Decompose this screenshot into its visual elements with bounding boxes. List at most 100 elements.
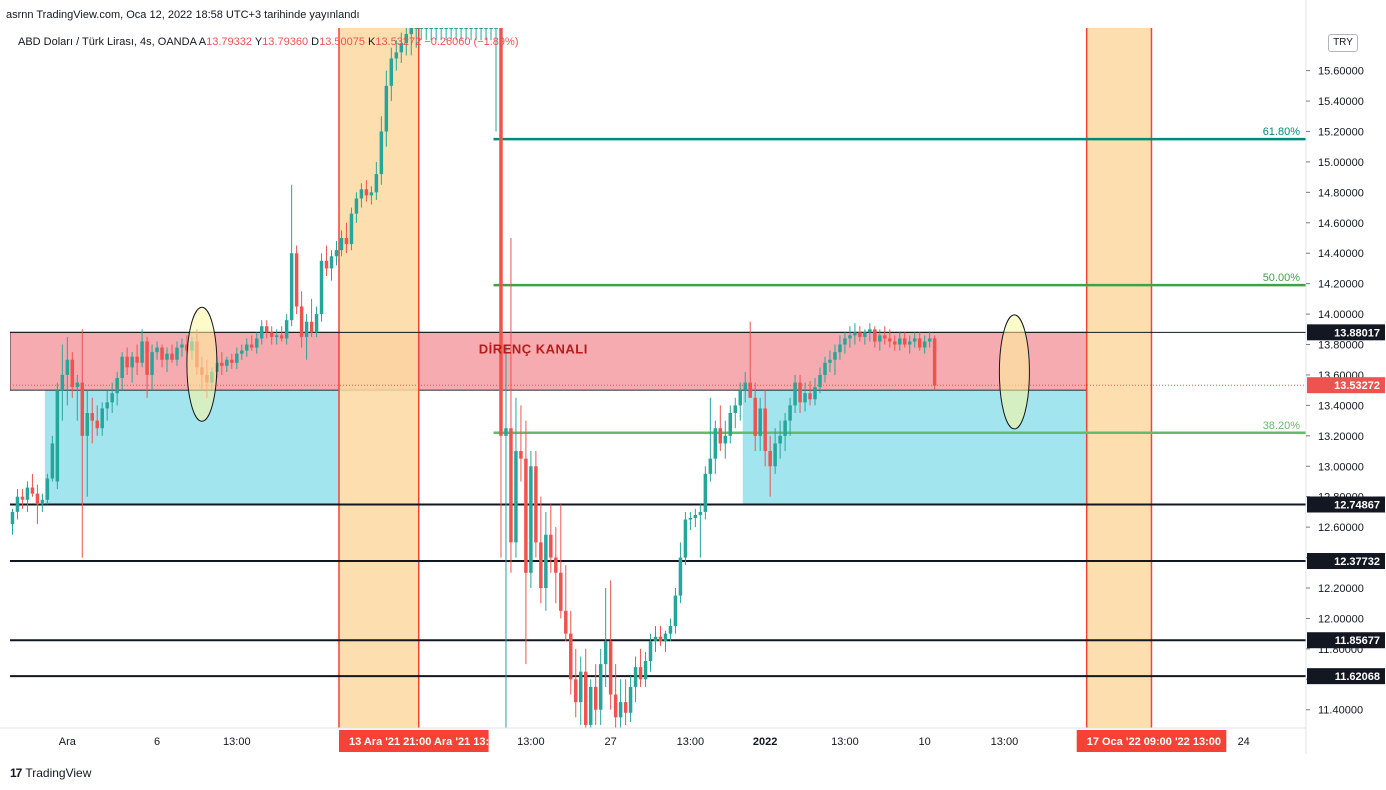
- candle-body: [788, 405, 792, 421]
- level-price-box: [1307, 324, 1385, 341]
- candle-body: [240, 350, 244, 354]
- level-price-label: 11.85677: [1335, 635, 1380, 647]
- candle-body: [250, 344, 254, 348]
- candle-body: [529, 466, 533, 573]
- candle-body: [414, 28, 418, 29]
- plot-area: 61.80% 50.00% 38.20% DİRENÇ KANALI: [10, 28, 1306, 728]
- candle-body: [344, 238, 349, 245]
- candle-body: [145, 341, 149, 375]
- time-tick-label: 13:00: [517, 736, 545, 748]
- candle-body: [763, 408, 767, 452]
- candle-body: [678, 557, 683, 596]
- candle-body: [269, 332, 274, 337]
- level-price-label: 12.37732: [1334, 556, 1380, 568]
- candle-body: [55, 390, 60, 482]
- candle-body: [823, 362, 827, 375]
- candle-body: [165, 353, 169, 360]
- legend-ohlc-key: Y: [255, 36, 263, 48]
- candle-body: [45, 478, 50, 500]
- candle-body: [578, 671, 583, 703]
- candle-body: [60, 374, 65, 391]
- candle-body: [50, 443, 55, 479]
- candle-body: [20, 496, 25, 500]
- candle-body: [469, 28, 473, 29]
- price-tick-label: 15.60000: [1318, 66, 1364, 78]
- resistance-channel-label: DİRENÇ KANALI: [479, 341, 588, 356]
- candle-body: [504, 428, 508, 436]
- last-price-label: 13.53272: [1334, 380, 1380, 392]
- tradingview-brand[interactable]: 17 TradingView: [10, 766, 91, 780]
- candle-body: [898, 338, 902, 345]
- candle-body: [544, 534, 548, 588]
- time-range-box: [1076, 730, 1227, 752]
- candle-body: [399, 43, 404, 53]
- support-zone-2: [742, 390, 1087, 505]
- candle-body: [110, 393, 114, 403]
- candle-body: [75, 382, 80, 388]
- candle-body: [339, 238, 344, 251]
- candle-body: [409, 28, 414, 35]
- time-range-box: [338, 730, 489, 752]
- candle-body: [728, 413, 733, 436]
- candle-body: [519, 451, 523, 459]
- price-tick-label: 15.20000: [1318, 126, 1364, 138]
- time-tick-label: 2022: [753, 736, 777, 748]
- highlight-ellipse: [998, 314, 1030, 430]
- candle-body: [618, 702, 623, 718]
- candle-body: [479, 28, 483, 29]
- candle-body: [902, 338, 907, 345]
- candle-body: [638, 667, 643, 680]
- time-tick-label: 6: [154, 736, 160, 748]
- candle-body: [703, 473, 708, 512]
- candle-body: [793, 382, 797, 406]
- candle-body: [858, 332, 862, 337]
- candle-body: [828, 359, 832, 363]
- candle-body: [489, 28, 493, 29]
- candle-body: [888, 338, 892, 342]
- level-price-box: [1307, 553, 1385, 570]
- candle-body: [534, 466, 538, 543]
- candle-body: [768, 451, 772, 467]
- time-range-label: 17 Oca '22 09:00 '22 13:00: [1087, 736, 1221, 748]
- price-tick-label: 14.60000: [1318, 218, 1364, 230]
- candle-body: [364, 189, 369, 196]
- candle-body: [170, 353, 174, 360]
- fib-level-label: 50.00%: [1263, 272, 1301, 284]
- candle-body: [509, 428, 513, 543]
- legend-ohlc-value: 13.79360: [262, 36, 311, 48]
- candle-body: [100, 408, 104, 429]
- price-tick-label: 14.40000: [1318, 248, 1364, 260]
- candle-body: [713, 428, 718, 459]
- candle-body: [284, 320, 289, 339]
- candle-body: [449, 28, 453, 29]
- candle-body: [65, 359, 70, 375]
- candle-body: [379, 131, 384, 175]
- price-tick-label: 15.00000: [1318, 157, 1364, 169]
- currency-badge[interactable]: TRY: [1328, 34, 1358, 52]
- candle-body: [304, 321, 309, 337]
- candle-body: [499, 28, 503, 436]
- price-tick-label: 13.40000: [1318, 400, 1364, 412]
- candle-body: [309, 321, 314, 333]
- candle-body: [25, 487, 30, 500]
- candle-body: [693, 514, 698, 518]
- brand-label: TradingView: [25, 766, 92, 780]
- candle-body: [783, 420, 787, 436]
- candle-body: [878, 335, 882, 342]
- level-price-label: 13.88017: [1334, 327, 1380, 339]
- legend-ohlc-key: K: [368, 36, 376, 48]
- candle-body: [319, 260, 324, 315]
- last-price-box: [1307, 377, 1385, 394]
- level-price-box: [1307, 496, 1385, 513]
- candle-body: [359, 189, 364, 199]
- price-tick-label: 15.40000: [1318, 96, 1364, 108]
- candle-body: [648, 641, 653, 662]
- candle-body: [598, 664, 603, 710]
- candle-body: [494, 28, 498, 29]
- time-tick-label: 10: [919, 736, 931, 748]
- candle-body: [723, 435, 728, 444]
- candle-body: [175, 347, 179, 360]
- candle-body: [349, 213, 354, 245]
- candle-body: [130, 356, 134, 368]
